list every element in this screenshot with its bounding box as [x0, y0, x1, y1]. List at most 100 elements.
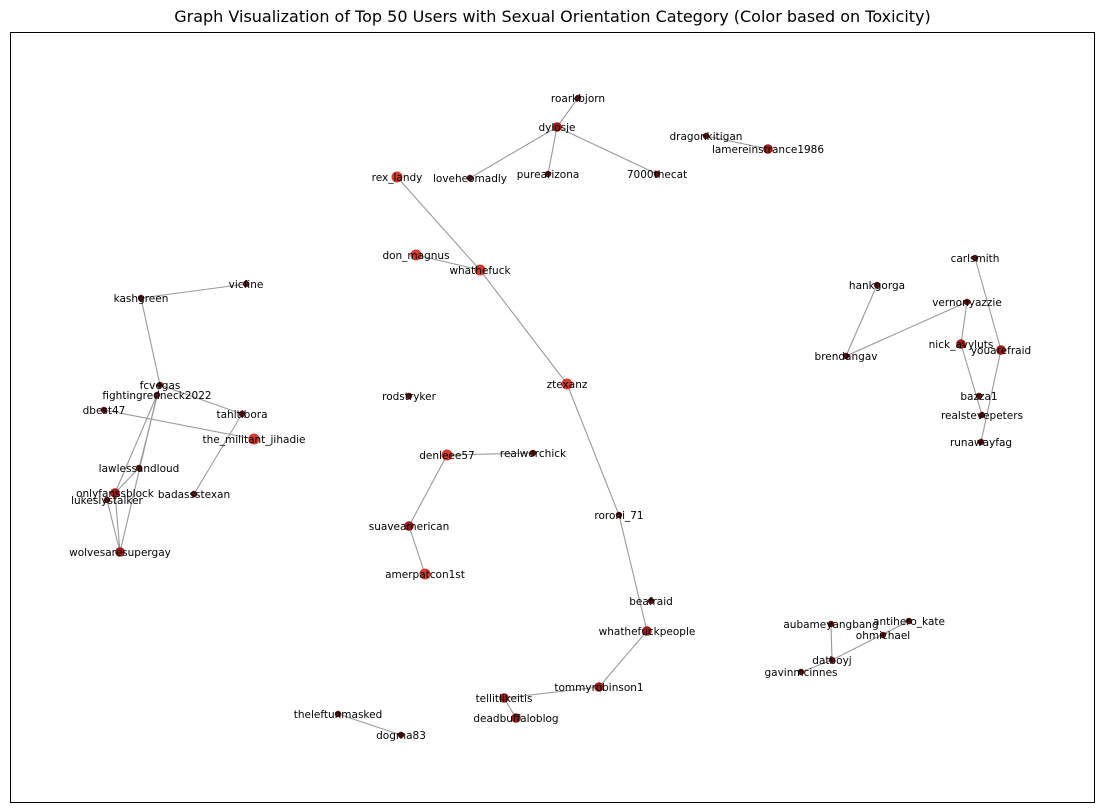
node-label: realworchick: [500, 448, 567, 460]
node-label: hankgorga: [849, 280, 905, 292]
node-tommyrobinson1: [594, 682, 604, 692]
node-aubameyangbang: [827, 620, 835, 628]
node-datboyj: [828, 656, 836, 664]
edge: [960, 343, 983, 416]
node-hankgorga: [873, 281, 881, 289]
node-rodstryker: [405, 392, 413, 400]
node-purearizona: [544, 170, 552, 178]
node-label: dragonkitigan: [670, 131, 743, 143]
node-label: kashgreen: [114, 293, 169, 305]
node-label: aubameyangbang: [783, 619, 878, 631]
node-label: purearizona: [517, 169, 580, 181]
edge: [566, 383, 620, 516]
node-kashgreen: [137, 294, 145, 302]
node-fcvegas: [156, 381, 164, 389]
edge: [337, 713, 402, 736]
edge: [980, 349, 1002, 443]
node-realstevepeters: [978, 411, 986, 419]
node-layer: [100, 94, 1006, 739]
edge: [618, 514, 648, 632]
node-amerpatcon1st: [419, 568, 431, 580]
chart-title: Graph Visualization of Top 50 Users with…: [174, 7, 931, 26]
node-loveheomadly: [466, 174, 474, 182]
edge: [503, 686, 600, 699]
node-label: brendangav: [815, 351, 878, 363]
node-label: fightingredneck2022: [102, 390, 211, 402]
edge: [103, 409, 255, 440]
node-roarkbjorn: [574, 94, 582, 102]
node-vicfine: [242, 280, 250, 288]
edge: [193, 413, 243, 495]
node-lukeslystalker: [103, 496, 111, 504]
node-label: roarkbjorn: [551, 93, 605, 105]
node-the_militant_jihadie: [248, 433, 260, 445]
node-whathefuckpeople: [642, 626, 652, 636]
node-label: ztexanz: [547, 379, 588, 391]
edge: [556, 97, 579, 128]
edge-layer: [103, 97, 1002, 736]
edge: [830, 623, 833, 661]
node-suaveamerican: [404, 521, 414, 531]
node-label: denleee57: [419, 450, 474, 462]
label-layer: roarkbjorn dylosje dragonkitiganlamereinst…: [69, 93, 1031, 742]
edge: [408, 454, 448, 527]
node-brendangav: [842, 352, 850, 360]
node-label: beafraid: [629, 596, 673, 608]
node-7000thecat: [653, 170, 661, 178]
node-label: tellitlikeitis: [476, 693, 533, 705]
node-label: datboyj: [812, 655, 851, 667]
node-label: nick_avyluts: [929, 339, 994, 351]
edge: [408, 525, 426, 575]
edge: [960, 301, 968, 345]
node-antihero_kate: [905, 617, 913, 625]
node-label: dogma83: [376, 730, 426, 742]
edge: [845, 301, 968, 357]
node-badassstexan: [190, 490, 198, 498]
node-label: tahitibora: [217, 409, 268, 421]
node-tellitlikeitis: [499, 693, 509, 703]
node-don_magnus: [410, 249, 422, 261]
node-runawayfag: [977, 438, 985, 446]
node-dbest47: [100, 406, 108, 414]
node-label: tommyrobinson1: [554, 682, 643, 694]
node-label: bazza1: [960, 391, 997, 403]
node-realworchick: [529, 449, 537, 457]
node-youarefraid: [996, 345, 1006, 355]
node-label: rex_landy: [372, 172, 423, 184]
edge: [831, 620, 910, 661]
node-label: whathefuck: [449, 265, 511, 277]
node-dylosje: [552, 122, 562, 132]
node-label: lukeslystalker: [71, 495, 143, 507]
node-label: badassstexan: [158, 489, 230, 501]
edge: [845, 284, 878, 357]
node-nick_avyluts: [956, 339, 966, 349]
node-label: the_militant_jihadie: [202, 434, 305, 446]
node-lawlessandloud: [135, 464, 143, 472]
node-label: roroni_71: [594, 510, 643, 522]
node-label: amerpatcon1st: [385, 569, 465, 581]
node-label: dbest47: [83, 405, 126, 417]
node-dogma83: [397, 731, 405, 739]
node-roroni_71: [615, 511, 623, 519]
node-label: lamereinstrance1986: [712, 144, 824, 156]
edge: [705, 135, 769, 150]
node-deadbuffaloblog: [511, 713, 521, 723]
node-label: onlyfanssblock: [76, 488, 155, 500]
node-ztexanz: [561, 378, 573, 390]
edge: [114, 492, 121, 553]
node-lamereinstrance1986: [763, 144, 773, 154]
node-whathefuck: [474, 264, 486, 276]
node-label: dylosje: [538, 122, 575, 134]
node-fightingredneck2022: [153, 391, 161, 399]
node-label: fcvegas: [140, 380, 181, 392]
edge: [159, 384, 243, 415]
edge: [119, 394, 158, 553]
node-label: ohmichael: [856, 630, 910, 642]
node-label: 7000thecat: [627, 169, 687, 181]
edge: [556, 126, 658, 175]
node-wolvesaresupergay: [115, 547, 125, 557]
node-label: theleftunmasked: [294, 709, 383, 721]
node-label: vicfine: [229, 279, 264, 291]
edge: [446, 452, 534, 456]
